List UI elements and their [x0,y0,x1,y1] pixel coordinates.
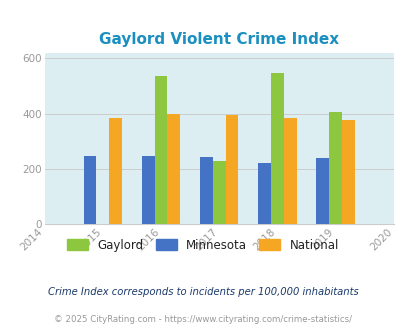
Legend: Gaylord, Minnesota, National: Gaylord, Minnesota, National [62,234,343,256]
Bar [225,115,238,224]
Text: © 2025 CityRating.com - https://www.cityrating.com/crime-statistics/: © 2025 CityRating.com - https://www.city… [54,315,351,324]
Bar [200,157,212,224]
Bar [271,73,283,224]
Bar [328,112,341,224]
Bar [283,118,296,224]
Title: Gaylord Violent Crime Index: Gaylord Violent Crime Index [99,32,339,48]
Bar [154,76,167,224]
Bar [341,120,354,224]
Bar [212,161,225,224]
Bar [109,118,122,224]
Bar [83,156,96,224]
Bar [258,163,271,224]
Bar [315,158,328,224]
Bar [141,156,154,224]
Text: Crime Index corresponds to incidents per 100,000 inhabitants: Crime Index corresponds to incidents per… [47,287,358,297]
Bar [167,114,180,224]
